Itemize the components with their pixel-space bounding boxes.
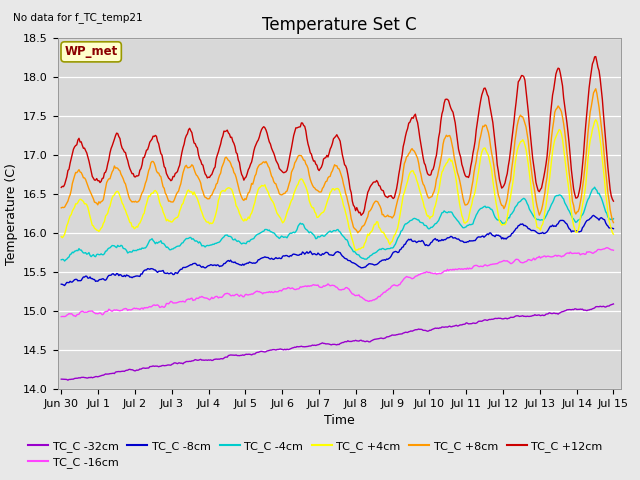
Text: No data for f_TC_temp21: No data for f_TC_temp21 [13, 12, 143, 23]
Legend: TC_C -32cm, TC_C -16cm, TC_C -8cm, TC_C -4cm, TC_C +4cm, TC_C +8cm, TC_C +12cm: TC_C -32cm, TC_C -16cm, TC_C -8cm, TC_C … [24, 436, 607, 473]
X-axis label: Time: Time [324, 414, 355, 427]
Y-axis label: Temperature (C): Temperature (C) [4, 163, 17, 264]
Title: Temperature Set C: Temperature Set C [262, 16, 417, 34]
Text: WP_met: WP_met [65, 45, 118, 59]
